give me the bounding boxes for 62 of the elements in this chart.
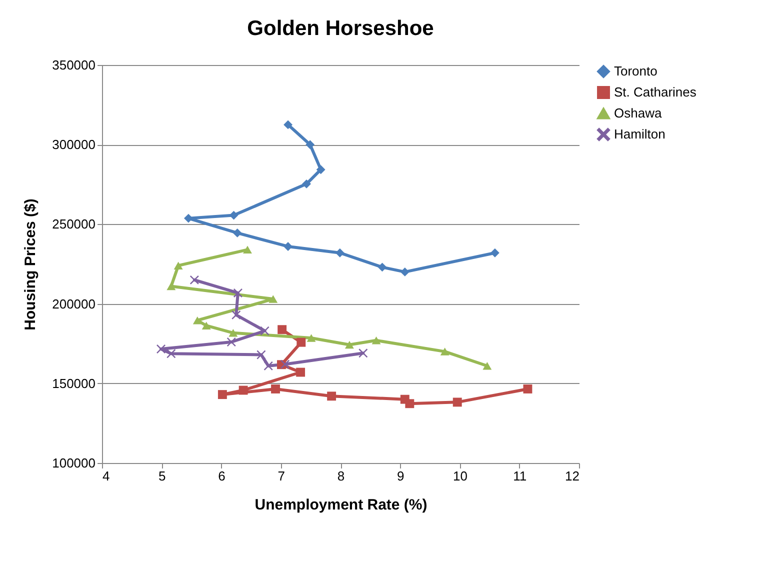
point	[335, 248, 344, 258]
x-axis-title: Unemployment Rate (%)	[254, 496, 428, 514]
x-tick-label: 9	[397, 468, 404, 484]
x-tick-label: 5	[158, 468, 166, 484]
point	[238, 386, 248, 395]
point	[327, 392, 336, 401]
y-tick-label: 150000	[52, 376, 96, 391]
y-tick-label: 100000	[52, 456, 96, 470]
legend-label: Hamilton	[614, 126, 666, 142]
point	[306, 140, 315, 150]
point	[344, 340, 354, 349]
point	[218, 390, 227, 400]
y-tick-label: 300000	[52, 137, 96, 152]
point	[166, 282, 176, 290]
chart-title: Golden Horseshoe	[247, 17, 434, 40]
y-tick-label: 250000	[52, 216, 96, 232]
point	[228, 329, 238, 337]
x-tick-label: 4	[102, 468, 110, 484]
legend-label: St. Catharines	[614, 84, 697, 100]
point	[226, 338, 236, 346]
point	[400, 394, 410, 404]
point	[378, 262, 387, 272]
point	[523, 384, 532, 394]
legend-label: Toronto	[614, 64, 658, 78]
point	[296, 338, 306, 347]
x-tick-label: 11	[513, 468, 527, 484]
point	[166, 349, 176, 358]
y-axis-title: Housing Prices ($)	[22, 198, 40, 330]
point	[284, 120, 292, 130]
point	[372, 336, 381, 344]
x-tick-label: 7	[278, 468, 285, 484]
point	[278, 325, 287, 334]
x-tick-label: 10	[453, 468, 468, 484]
point	[316, 165, 326, 174]
point	[174, 262, 183, 270]
point	[264, 361, 273, 370]
point	[440, 348, 450, 356]
point	[232, 310, 241, 320]
x-tick-label: 6	[218, 468, 226, 484]
point	[268, 295, 278, 303]
x-tick-label: 8	[337, 468, 345, 484]
point	[302, 179, 311, 188]
point	[192, 316, 202, 324]
x-tick-label: 12	[565, 468, 580, 484]
legend-label: Oshawa	[614, 106, 662, 120]
point	[202, 322, 211, 330]
point	[260, 326, 270, 336]
point	[400, 267, 410, 276]
point	[452, 398, 462, 407]
point	[306, 334, 316, 342]
point	[358, 348, 368, 358]
y-tick-label: 350000	[52, 58, 96, 72]
point	[296, 368, 306, 377]
point	[190, 275, 199, 284]
point	[284, 242, 292, 251]
point	[482, 362, 492, 370]
point	[280, 360, 290, 369]
point	[271, 384, 280, 394]
point	[232, 228, 242, 238]
point	[243, 246, 252, 254]
y-tick-label: 200000	[52, 296, 96, 312]
point	[490, 248, 500, 258]
